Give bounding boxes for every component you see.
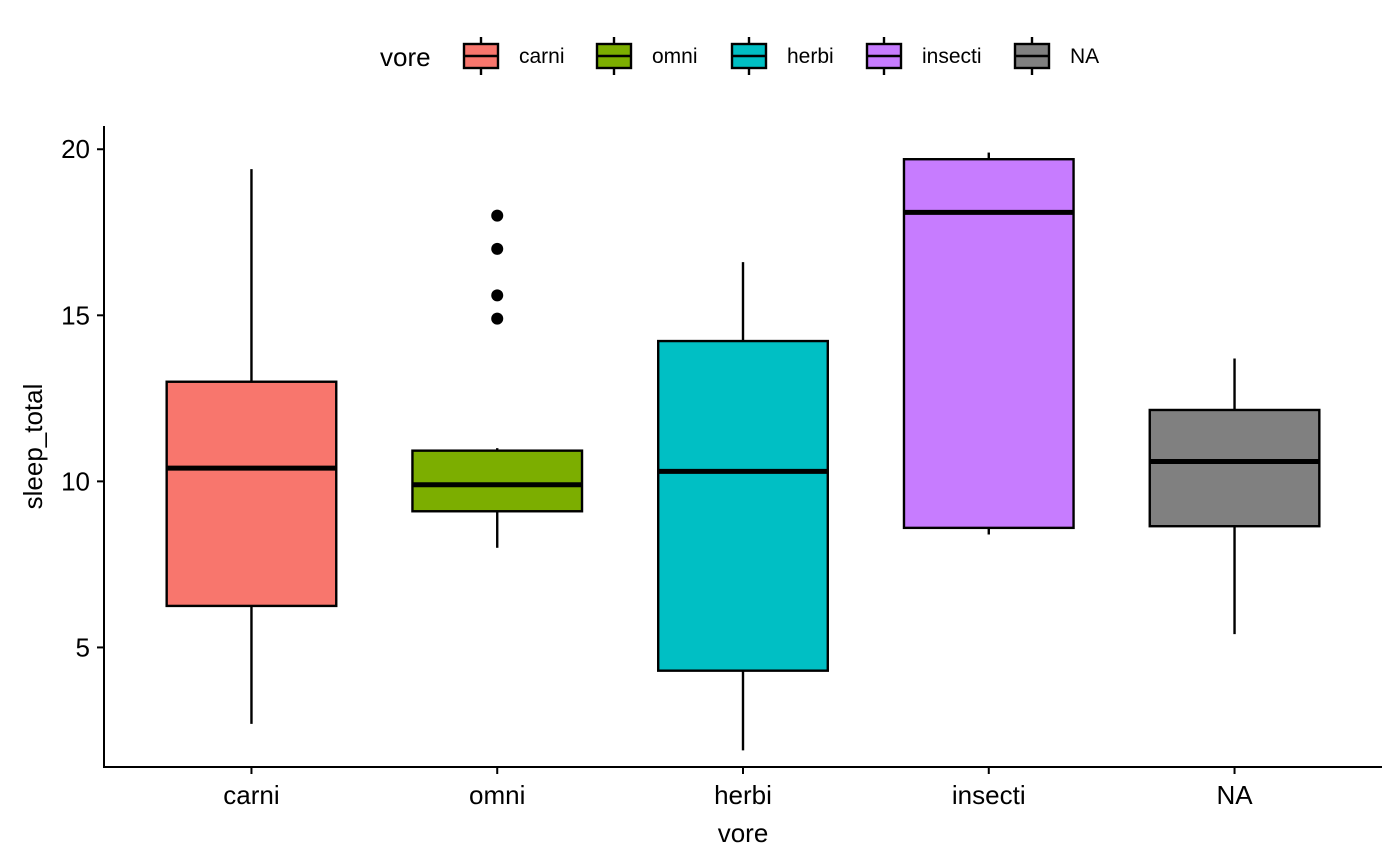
x-ticks: carni omni herbi insecti NA bbox=[223, 767, 1253, 810]
box-iqr bbox=[165, 380, 338, 608]
x-tick-label: omni bbox=[469, 780, 525, 810]
x-tick-label: insecti bbox=[952, 780, 1026, 810]
x-tick-label: NA bbox=[1216, 780, 1253, 810]
legend-title: vore bbox=[380, 42, 431, 72]
box-iqr bbox=[411, 449, 584, 513]
legend-entry-NA: NA bbox=[1013, 37, 1099, 75]
y-tick-label: 10 bbox=[61, 466, 90, 496]
y-axis-title: sleep_total bbox=[18, 384, 48, 510]
x-tick-label: herbi bbox=[714, 780, 772, 810]
x-axis-title: vore bbox=[718, 818, 769, 848]
legend-entry-omni: omni bbox=[595, 37, 698, 75]
legend-label: carni bbox=[519, 45, 565, 68]
outlier-point bbox=[491, 209, 504, 222]
outlier-point bbox=[491, 289, 504, 302]
box-iqr bbox=[1148, 408, 1321, 528]
y-tick-label: 15 bbox=[61, 300, 90, 330]
outlier-point bbox=[491, 312, 504, 325]
box-herbi bbox=[657, 262, 829, 751]
y-tick-label: 5 bbox=[76, 632, 90, 662]
y-tick-label: 20 bbox=[61, 134, 90, 164]
legend-label: herbi bbox=[787, 45, 834, 68]
legend-label: omni bbox=[652, 45, 698, 68]
outlier-point bbox=[491, 242, 504, 255]
axes: 5 10 15 20 carni omni herbi insecti NA vore sle… bbox=[18, 126, 1382, 848]
box-insecti bbox=[902, 152, 1075, 535]
legend-entry-carni: carni bbox=[462, 37, 565, 75]
box-omni bbox=[411, 209, 584, 548]
legend: vore carni omni herbi insecti NA bbox=[380, 37, 1099, 75]
box-carni bbox=[165, 169, 338, 724]
box-NA bbox=[1148, 358, 1321, 635]
legend-entry-insecti: insecti bbox=[865, 37, 982, 75]
legend-entry-herbi: herbi bbox=[730, 37, 834, 75]
y-ticks: 5 10 15 20 bbox=[61, 134, 104, 662]
legend-label: NA bbox=[1070, 45, 1099, 68]
box-iqr bbox=[902, 158, 1075, 530]
x-tick-label: carni bbox=[223, 780, 279, 810]
box-iqr bbox=[657, 339, 829, 672]
boxes bbox=[165, 152, 1321, 751]
legend-label: insecti bbox=[922, 45, 982, 68]
